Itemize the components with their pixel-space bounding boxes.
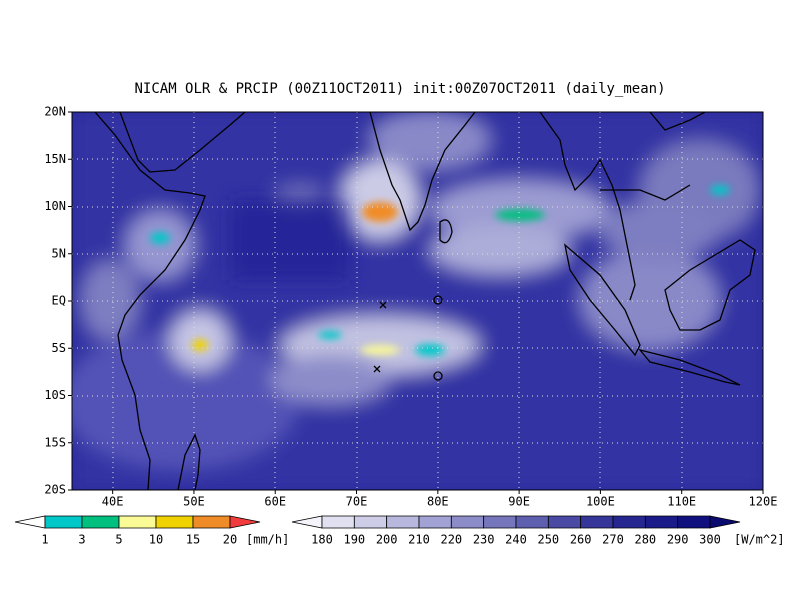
precip_colorbar-label: 3	[78, 533, 85, 547]
lat-label: 20S	[44, 483, 66, 497]
olr_colorbar-label: 220	[440, 533, 462, 547]
olr_colorbar-label: 260	[570, 533, 592, 547]
precip_colorbar-swatch	[81, 515, 120, 529]
olr_colorbar-swatch	[580, 515, 614, 529]
lat-label: 10N	[44, 199, 66, 213]
precip_colorbar-unit: [mm/h]	[246, 533, 289, 547]
olr_colorbar-label: 250	[537, 533, 559, 547]
olr_colorbar-label: 290	[667, 533, 689, 547]
olr_colorbar-label: 190	[343, 533, 365, 547]
markers	[373, 295, 443, 381]
precip_colorbar-swatch	[155, 515, 194, 529]
olr_colorbar-swatch	[644, 515, 679, 529]
olr_colorbar-swatch	[483, 515, 517, 529]
lon-label: 90E	[508, 495, 530, 509]
olr_colorbar-swatch	[386, 515, 420, 529]
olr_colorbar-swatch	[321, 515, 355, 529]
precip_colorbar-label: 10	[149, 533, 163, 547]
olr_colorbar-swatch	[612, 515, 646, 529]
olr_colorbar-swatch	[291, 515, 323, 529]
olr_colorbar-swatch	[515, 515, 549, 529]
precip_colorbar-label: 20	[223, 533, 237, 547]
olr_colorbar-label: 280	[634, 533, 656, 547]
lat-label: EQ	[52, 294, 66, 308]
olr_colorbar-label: 270	[602, 533, 624, 547]
lat-label: 5N	[52, 246, 66, 260]
olr_colorbar-label: 230	[473, 533, 495, 547]
lon-label: 60E	[264, 495, 286, 509]
lat-label: 20N	[44, 105, 66, 119]
precip_colorbar-label: 5	[115, 533, 122, 547]
map-title: NICAM OLR & PRCIP (00Z11OCT2011) init:00…	[134, 81, 665, 97]
olr_colorbar-swatch	[450, 515, 485, 529]
olr_colorbar-label: 180	[311, 533, 333, 547]
precip_colorbar-swatch	[118, 515, 157, 529]
lon-label: 120E	[749, 495, 778, 509]
lat-label: 5S	[52, 341, 66, 355]
precip_colorbar-swatch	[44, 515, 83, 529]
precip_colorbar-swatch	[229, 515, 261, 529]
precip_colorbar-label: 1	[41, 533, 48, 547]
lon-label: 70E	[346, 495, 368, 509]
lon-label: 40E	[102, 495, 124, 509]
coastlines	[94, 112, 756, 490]
olr_colorbar-swatch	[418, 515, 452, 529]
olr_colorbar-swatch	[709, 515, 741, 529]
olr_colorbar-swatch	[677, 515, 711, 529]
olr_colorbar-swatch	[547, 515, 582, 529]
precip_colorbar-swatch	[14, 515, 46, 529]
olr_colorbar-label: 240	[505, 533, 527, 547]
olr_colorbar-unit: [W/m^2]	[734, 533, 785, 547]
lon-label: 100E	[586, 495, 615, 509]
lon-label: 50E	[183, 495, 205, 509]
olr_colorbar-label: 200	[376, 533, 398, 547]
lon-label: 80E	[427, 495, 449, 509]
precip_colorbar-swatch	[192, 515, 231, 529]
olr_colorbar-swatch	[353, 515, 388, 529]
precip_colorbar-label: 15	[186, 533, 200, 547]
map-area	[72, 112, 763, 490]
lat-label: 10S	[44, 388, 66, 402]
grid	[72, 112, 763, 490]
lat-label: 15N	[44, 152, 66, 166]
olr_colorbar-label: 300	[699, 533, 721, 547]
lon-label: 110E	[667, 495, 696, 509]
olr_colorbar-label: 210	[408, 533, 430, 547]
lat-label: 15S	[44, 435, 66, 449]
